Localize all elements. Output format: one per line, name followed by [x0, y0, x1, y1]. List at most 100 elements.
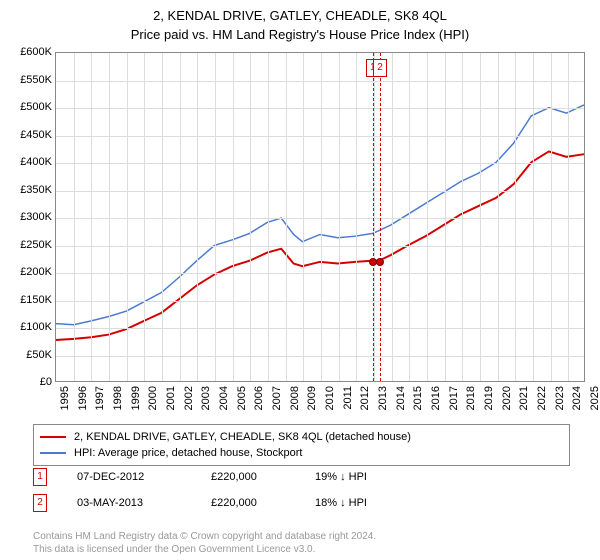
y-axis-label: £0: [40, 376, 52, 388]
x-axis-label: 1996: [77, 386, 89, 410]
y-axis-label: £100K: [20, 321, 52, 333]
legend-box: 2, KENDAL DRIVE, GATLEY, CHEADLE, SK8 4Q…: [33, 424, 570, 466]
gridline-v: [568, 53, 569, 381]
gridline-v: [427, 53, 428, 381]
y-axis-label: £550K: [20, 74, 52, 86]
sale-date: 07-DEC-2012: [77, 471, 187, 483]
x-axis-label: 2013: [377, 386, 389, 410]
gridline-v: [127, 53, 128, 381]
y-axis-label: £500K: [20, 101, 52, 113]
gridline-v: [462, 53, 463, 381]
gridline-v: [215, 53, 216, 381]
sale-row: 203-MAY-2013£220,00018% ↓ HPI: [33, 494, 415, 512]
y-axis-label: £200K: [20, 266, 52, 278]
x-axis-label: 1999: [130, 386, 142, 410]
y-axis-label: £600K: [20, 46, 52, 58]
chart-plot-area: 12: [55, 52, 585, 382]
gridline-v: [551, 53, 552, 381]
x-axis-label: 2023: [554, 386, 566, 410]
y-axis-label: £300K: [20, 211, 52, 223]
x-axis-label: 2001: [165, 386, 177, 410]
x-axis-label: 2007: [271, 386, 283, 410]
footer-line-2: This data is licensed under the Open Gov…: [33, 543, 376, 556]
y-axis-label: £50K: [26, 349, 52, 361]
gridline-h: [56, 108, 584, 109]
x-axis-label: 2006: [253, 386, 265, 410]
sale-vline: [380, 53, 381, 381]
gridline-v: [303, 53, 304, 381]
gridline-h: [56, 301, 584, 302]
x-axis-label: 2003: [200, 386, 212, 410]
y-axis-label: £150K: [20, 294, 52, 306]
sale-row: 107-DEC-2012£220,00019% ↓ HPI: [33, 468, 415, 486]
gridline-h: [56, 273, 584, 274]
gridline-v: [180, 53, 181, 381]
gridline-v: [374, 53, 375, 381]
x-axis-label: 2022: [536, 386, 548, 410]
gridline-v: [445, 53, 446, 381]
gridline-v: [109, 53, 110, 381]
x-axis-label: 2016: [430, 386, 442, 410]
gridline-v: [339, 53, 340, 381]
x-axis-label: 2019: [483, 386, 495, 410]
x-axis-label: 2025: [589, 386, 600, 410]
gridline-v: [321, 53, 322, 381]
x-axis-label: 2017: [448, 386, 460, 410]
gridline-h: [56, 163, 584, 164]
x-axis-label: 1997: [94, 386, 106, 410]
x-axis-label: 2011: [342, 386, 354, 410]
x-axis-label: 2009: [306, 386, 318, 410]
sale-vline: [373, 53, 374, 381]
x-axis-label: 2012: [359, 386, 371, 410]
gridline-v: [268, 53, 269, 381]
gridline-h: [56, 356, 584, 357]
legend-row: HPI: Average price, detached house, Stoc…: [40, 445, 563, 461]
sale-price: £220,000: [211, 497, 291, 509]
x-axis-label: 2024: [571, 386, 583, 410]
sale-callout: 2: [373, 59, 387, 77]
y-axis-label: £350K: [20, 184, 52, 196]
x-axis-label: 2015: [412, 386, 424, 410]
sale-date: 03-MAY-2013: [77, 497, 187, 509]
chart-lines-svg: [56, 53, 584, 381]
sale-marker: [376, 258, 384, 266]
x-axis-label: 2008: [289, 386, 301, 410]
gridline-v: [197, 53, 198, 381]
x-axis-label: 2000: [147, 386, 159, 410]
legend-row: 2, KENDAL DRIVE, GATLEY, CHEADLE, SK8 4Q…: [40, 429, 563, 445]
gridline-h: [56, 81, 584, 82]
x-axis-label: 2005: [236, 386, 248, 410]
y-axis-label: £250K: [20, 239, 52, 251]
gridline-v: [480, 53, 481, 381]
gridline-h: [56, 218, 584, 219]
gridline-v: [74, 53, 75, 381]
chart-wrapper: 2, KENDAL DRIVE, GATLEY, CHEADLE, SK8 4Q…: [0, 0, 600, 560]
gridline-v: [392, 53, 393, 381]
gridline-v: [409, 53, 410, 381]
gridline-v: [533, 53, 534, 381]
x-axis-label: 2004: [218, 386, 230, 410]
x-axis-label: 2010: [324, 386, 336, 410]
gridline-v: [233, 53, 234, 381]
x-axis-label: 2002: [183, 386, 195, 410]
y-axis-label: £400K: [20, 156, 52, 168]
footer-line-1: Contains HM Land Registry data © Crown c…: [33, 530, 376, 543]
x-axis-label: 2020: [501, 386, 513, 410]
sale-index-box: 2: [33, 494, 47, 512]
gridline-h: [56, 246, 584, 247]
gridline-h: [56, 136, 584, 137]
gridline-h: [56, 191, 584, 192]
page-title: 2, KENDAL DRIVE, GATLEY, CHEADLE, SK8 4Q…: [0, 0, 600, 23]
gridline-v: [498, 53, 499, 381]
legend-label: 2, KENDAL DRIVE, GATLEY, CHEADLE, SK8 4Q…: [74, 431, 411, 443]
series-line-hpi: [56, 105, 584, 325]
x-axis-label: 2021: [518, 386, 530, 410]
gridline-v: [91, 53, 92, 381]
x-axis-label: 1998: [112, 386, 124, 410]
sale-hpi: 19% ↓ HPI: [315, 471, 415, 483]
gridline-h: [56, 328, 584, 329]
x-axis-label: 2014: [395, 386, 407, 410]
sale-index-box: 1: [33, 468, 47, 486]
gridline-v: [356, 53, 357, 381]
x-axis-label: 2018: [465, 386, 477, 410]
